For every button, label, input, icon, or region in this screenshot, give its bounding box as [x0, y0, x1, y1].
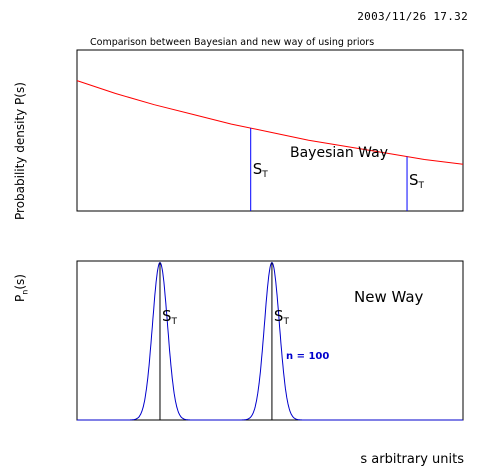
bottom-plot: ST ST New Way n = 100 [76, 260, 464, 421]
threshold-label-top-1: ST [253, 160, 269, 180]
x-axis-label: s arbitrary units [360, 452, 464, 467]
top-plot-frame [76, 49, 464, 212]
new-way-annotation: New Way [354, 288, 424, 306]
series-label-n100: n = 100 [286, 351, 329, 362]
chart-title: Comparison between Bayesian and new way … [90, 37, 375, 48]
threshold-label-top-2: ST [409, 171, 425, 191]
bayesian-prior-curve [76, 80, 464, 165]
bottom-plot-frame [76, 260, 464, 421]
bayesian-way-annotation: Bayesian Way [290, 145, 388, 161]
threshold-label-bottom-1: ST [162, 307, 178, 327]
timestamp: 2003/11/26 17.32 [357, 10, 468, 23]
threshold-label-bottom-2: ST [274, 307, 290, 327]
top-plot: ST ST Bayesian Way [76, 49, 464, 212]
new-way-curve [77, 261, 463, 421]
